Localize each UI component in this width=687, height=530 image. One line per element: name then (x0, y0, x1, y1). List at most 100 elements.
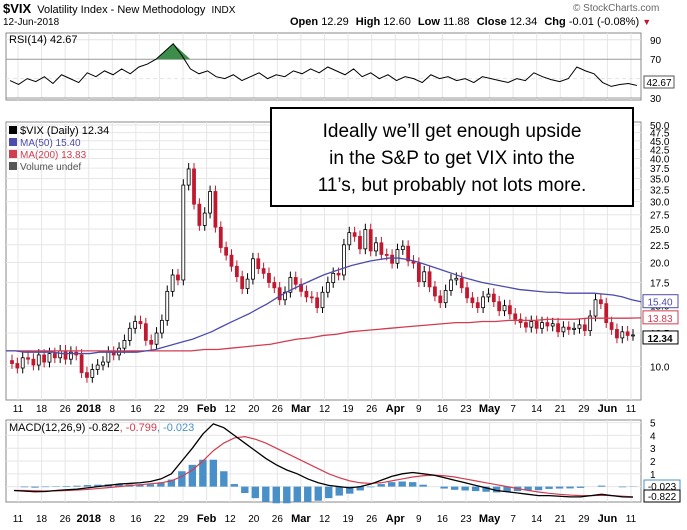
macd-histogram-bar (325, 486, 333, 499)
price-x-tick-label: 12 (225, 404, 237, 415)
candle-body (342, 244, 346, 276)
candle-body (63, 350, 68, 360)
macd-histogram-bar (387, 482, 396, 487)
macd-y-tick-label: 3 (650, 444, 656, 455)
open-label: Open (290, 16, 319, 28)
price-y-tick-label: 37.5 (650, 164, 670, 175)
macd-histogram-bar (335, 486, 343, 496)
macd-x-tick-label: May (479, 513, 501, 525)
price-x-tick-label: 20 (248, 404, 260, 415)
candle-body (598, 299, 603, 305)
price-y-tick-label: 40.0 (650, 154, 670, 165)
candle-body (358, 235, 362, 250)
candle-body (20, 357, 25, 369)
legend-swatch (9, 162, 17, 170)
macd-x-tick-label: Apr (386, 513, 406, 525)
price-x-tick-label: 18 (36, 404, 48, 415)
macd-histogram-bar (377, 484, 385, 487)
macd-value-label: -0.822 (648, 492, 677, 503)
macd-histogram-bar (293, 486, 301, 502)
chart-date: 12-Jun-2018 (3, 17, 60, 28)
watermark: © StockCharts.com (573, 3, 660, 14)
candle-body (400, 245, 405, 250)
macd-x-tick-label: 20 (248, 514, 260, 525)
macd-histogram-bar (534, 486, 543, 491)
macd-histogram-bar (20, 486, 29, 488)
price-x-tick-label: Mar (291, 403, 311, 415)
candle-body (315, 297, 320, 309)
candle-body (352, 232, 357, 237)
candle-body (138, 321, 143, 325)
candle-body (513, 313, 518, 320)
rsi-y-tick-label: 90 (650, 36, 662, 47)
candle-body (491, 293, 496, 303)
candle-body (181, 184, 186, 281)
price-y-tick-label: 35.0 (650, 175, 670, 186)
legend-entry: MA(200) 13.83 (20, 150, 87, 161)
high-value: 12.60 (383, 16, 411, 28)
candle-body (245, 278, 250, 290)
candle-body (127, 327, 132, 341)
callout-line-2: in the S&P to get VIX into the (329, 148, 575, 169)
price-label-box (642, 310, 679, 325)
macd-histogram-bar (283, 486, 291, 504)
macd-histogram-bar (545, 486, 553, 489)
macd-histogram-bar (188, 464, 197, 487)
ma200-line (6, 317, 642, 352)
rsi-panel-frame (5, 32, 642, 101)
price-value-label: 13.83 (647, 314, 672, 325)
price-x-tick-label: 12 (319, 404, 331, 415)
candle-body (106, 351, 111, 363)
macd-signal-line (14, 436, 634, 498)
price-x-tick-label: 14 (531, 404, 543, 415)
macd-x-tick-label: 16 (130, 514, 142, 525)
candle-body (267, 272, 271, 283)
macd-histogram-bar (450, 486, 459, 490)
ohlc-bar: Open 12.29 High 12.60 Low 11.88 Close 12… (290, 16, 651, 28)
macd-label-part: , -0.799 (120, 422, 157, 434)
rsi-last-value-box (643, 75, 675, 89)
candle-body (604, 303, 609, 323)
chg-label: Chg (544, 16, 566, 28)
symbol: $VIX (3, 1, 32, 16)
macd-histogram-bar (31, 486, 39, 488)
macd-label-part: , -0.023 (157, 422, 194, 434)
legend-entry: Volume undef (20, 162, 81, 173)
candle-body (256, 258, 261, 270)
macd-histogram-bar (41, 486, 50, 488)
price-x-tick-label: 26 (60, 404, 72, 415)
macd-histogram-bar (62, 485, 71, 487)
macd-histogram-bar (241, 486, 249, 494)
candle-body (572, 327, 577, 330)
candle-body (620, 331, 625, 339)
price-y-tick-label: 22.5 (650, 241, 670, 252)
candle-body (347, 232, 352, 246)
macd-histogram-bar (167, 479, 176, 487)
macd-histogram-bar (220, 471, 228, 487)
macd-histogram-bar (304, 486, 312, 502)
legend-entry: $VIX (Daily) 12.34 (20, 125, 109, 137)
candle-body (186, 168, 191, 186)
high-label: High (355, 16, 381, 28)
macd-histogram-bar (503, 486, 511, 492)
open-value: 12.29 (321, 16, 349, 28)
close-label: Close (476, 16, 507, 28)
candle-body (524, 322, 528, 328)
macd-value-label: -0.023 (648, 482, 677, 493)
candle-body (475, 302, 480, 309)
macd-x-tick-label: 16 (437, 514, 449, 525)
callout-line-3: 11’s, but probably not lots more. (317, 175, 587, 196)
price-x-tick-label: May (479, 403, 501, 415)
macd-histogram-bar (157, 482, 165, 487)
candle-body (481, 296, 485, 309)
candle-body (465, 287, 469, 299)
macd-histogram-bar (482, 486, 490, 492)
price-x-tick-label: 11 (626, 404, 637, 415)
candle-body (47, 353, 52, 363)
candle-body (502, 305, 507, 312)
candle-body (176, 274, 180, 281)
candle-body (427, 271, 432, 288)
macd-x-tick-label: 8 (110, 514, 116, 525)
candle-body (486, 293, 491, 298)
